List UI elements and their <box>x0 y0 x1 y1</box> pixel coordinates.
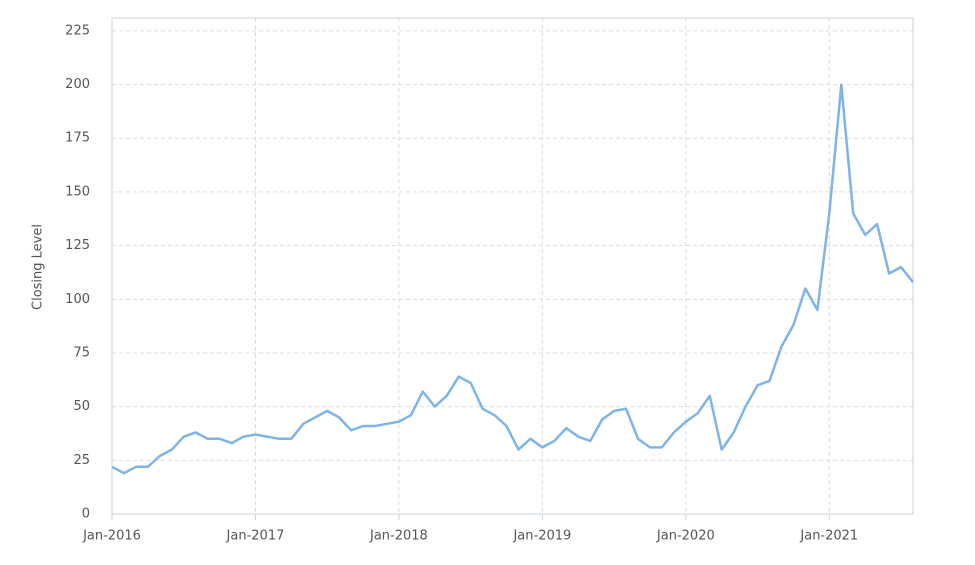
y-tick-label: 75 <box>73 345 90 360</box>
y-tick-label: 200 <box>65 77 90 92</box>
x-tick-label: Jan-2018 <box>369 529 428 544</box>
y-axis-label: Closing Level <box>31 224 46 310</box>
y-tick-label: 25 <box>73 453 90 468</box>
y-tick-label: 225 <box>65 23 90 38</box>
x-tick-label: Jan-2020 <box>656 529 715 544</box>
x-tick-label: Jan-2016 <box>82 529 141 544</box>
y-tick-label: 100 <box>65 292 90 307</box>
plot-frame <box>111 17 914 515</box>
x-tick-label: Jan-2021 <box>799 529 858 544</box>
y-tick-label: 150 <box>65 184 90 199</box>
y-tick-label: 175 <box>65 131 90 146</box>
y-tick-label: 0 <box>82 507 90 522</box>
x-tick-label: Jan-2019 <box>512 529 571 544</box>
y-tick-label: 50 <box>73 399 90 414</box>
line-series <box>111 83 914 475</box>
y-tick-label: 125 <box>65 238 90 253</box>
x-tick-label: Jan-2017 <box>226 529 285 544</box>
